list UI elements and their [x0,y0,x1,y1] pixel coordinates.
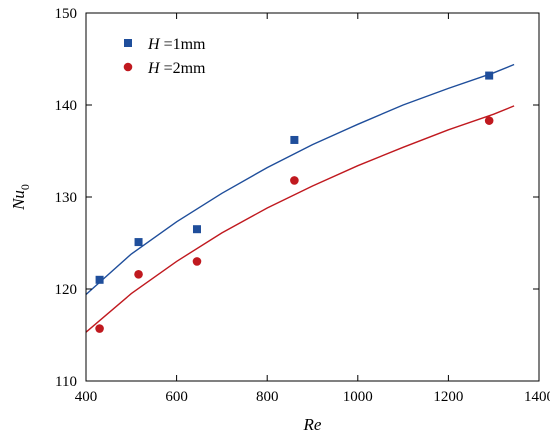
legend-marker-series-2 [123,62,133,72]
data-point-series-2 [192,257,202,266]
data-point-series-1 [95,275,104,284]
y-tick-label: 120 [55,282,78,298]
y-tick-label: 110 [55,374,77,390]
y-tick-label: 150 [55,6,78,22]
data-point-series-2 [290,176,299,185]
plot-marks [85,63,515,333]
x-tick-label: 400 [75,389,98,405]
x-axis-label: Re [303,415,322,434]
y-axis-label-base: Nu [9,190,28,211]
fit-line-series-1 [85,63,515,296]
x-tick-label: 1400 [524,389,550,405]
data-point-series-2 [134,269,143,279]
x-tick-label: 600 [165,389,188,405]
legend-marker-series-1 [124,39,132,47]
legend-label-variable: H [147,36,161,53]
x-tick-label: 1200 [433,389,463,405]
legend-label-value: =2mm [160,60,206,77]
data-point-series-2 [95,324,104,333]
data-point-series-2 [484,116,494,125]
x-tick-label: 800 [256,389,279,405]
legend-label-value: =1mm [160,36,206,53]
y-axis-label: Nu0 [9,184,32,211]
y-axis-label-subscript: 0 [18,184,32,190]
y-tick-label: 140 [55,98,78,114]
y-tick-label: 130 [55,190,78,206]
y-axis: 110 120 130 140 150 [55,6,539,390]
data-point-series-1 [485,71,494,80]
data-point-series-1 [290,135,299,144]
legend-label-variable: H [147,60,161,77]
legend-label-series-1: H =1mm [147,36,206,53]
x-tick-label: 1000 [343,389,373,405]
fit-line-series-2 [85,105,515,333]
legend-label-series-2: H =2mm [147,60,206,77]
data-point-series-1 [134,238,143,247]
data-point-series-1 [192,225,201,234]
x-axis: 400 600 800 1000 1200 1400 [75,13,550,405]
